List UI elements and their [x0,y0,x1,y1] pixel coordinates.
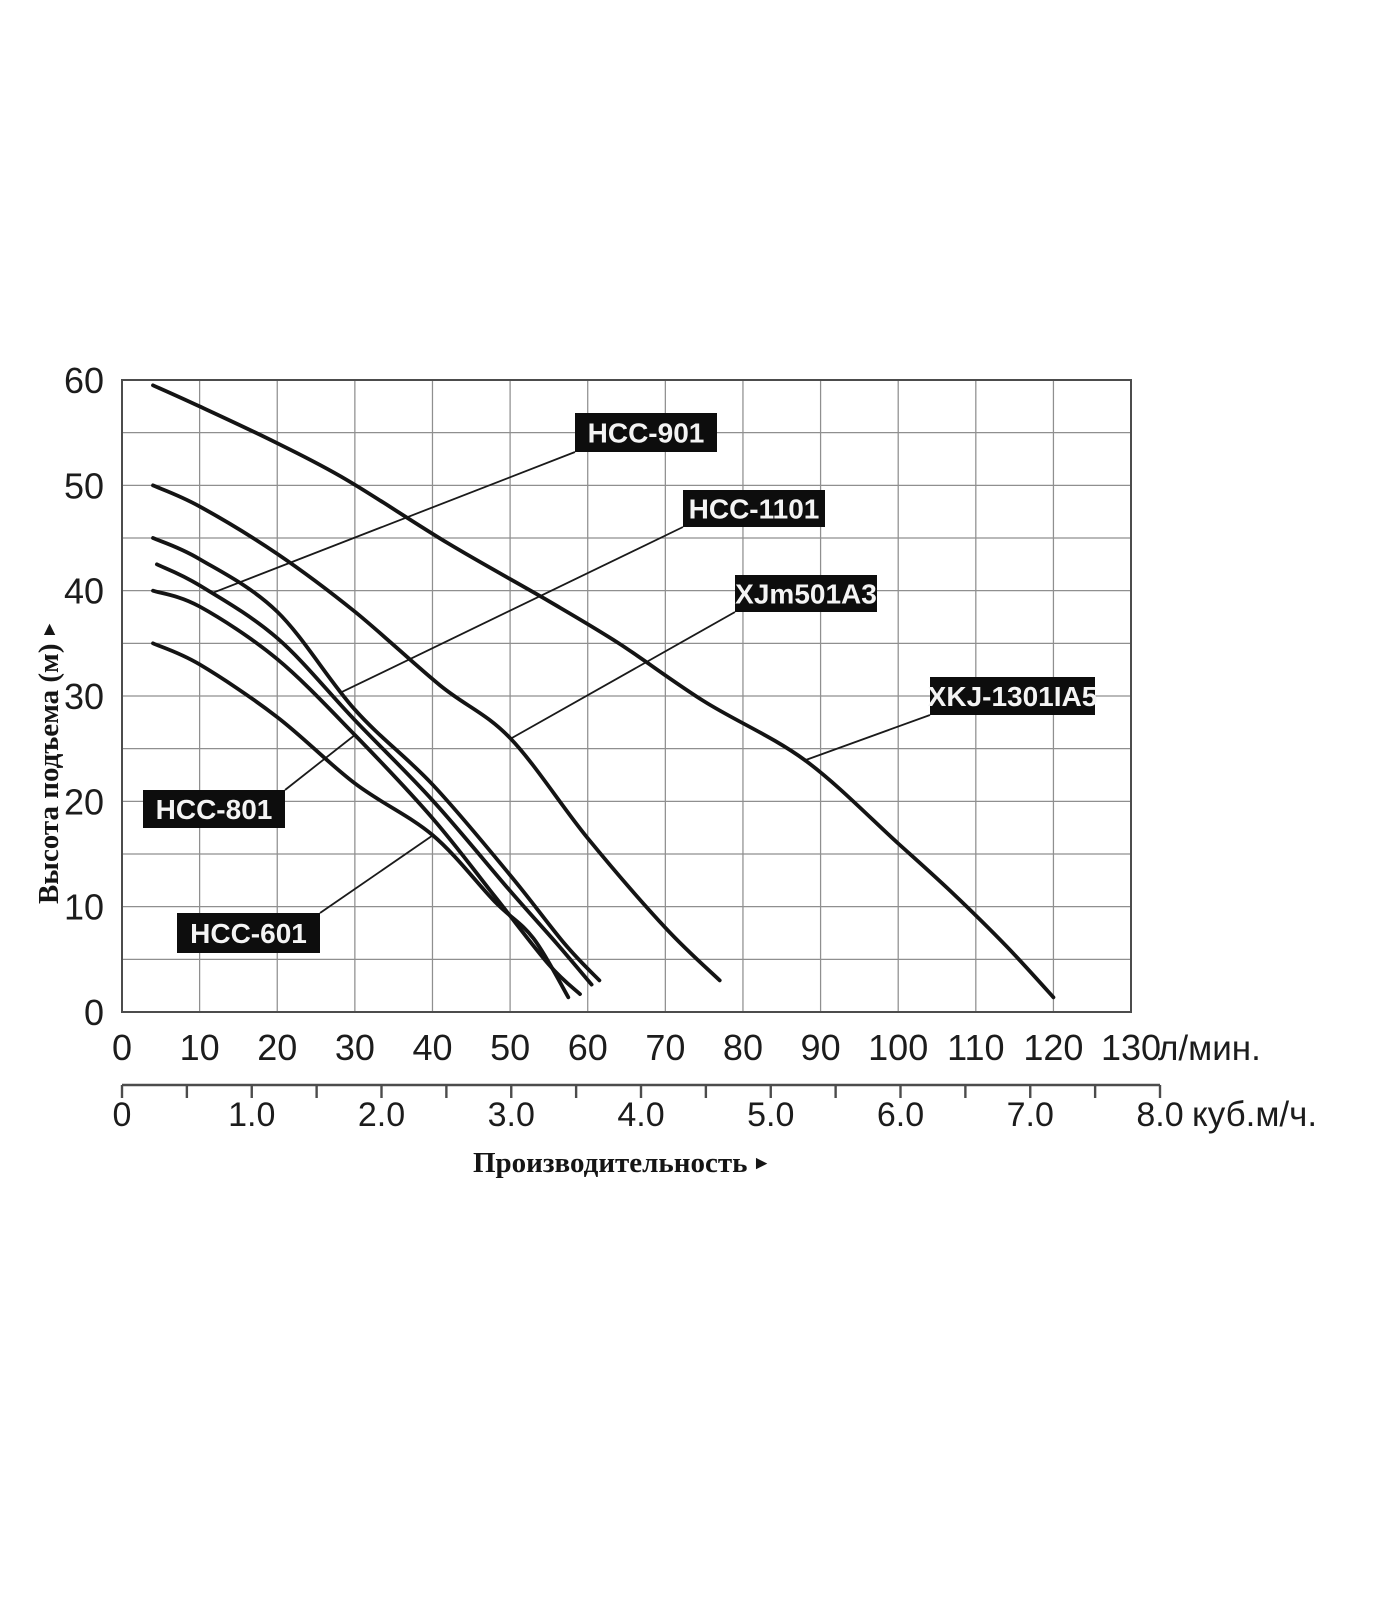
x-axis-m3h-tick-label: 6.0 [877,1096,924,1134]
y-axis-tick-label: 60 [64,360,104,401]
series-label-text: HCC-601 [190,918,307,949]
series-label-XKJ-1301IA5: XKJ-1301IA5 [928,677,1098,715]
y-axis-title: Высота подъема (м) ► [33,620,65,904]
leader-line-XJm501A3 [511,611,736,739]
series-label-box [930,677,1095,715]
series-label-box [575,413,717,452]
x-axis-lpm-tick-label: 20 [257,1027,297,1068]
x-axis-lpm-tick-label: 10 [180,1027,220,1068]
curve-HCC-901 [155,562,594,987]
x-axis-lpm-tick-label: 0 [112,1027,132,1068]
x-axis-lpm-tick-label: 110 [947,1027,1004,1068]
curve-HCC-801 [151,588,582,996]
series-label-box [143,790,285,828]
x-axis-lpm-tick-label: 30 [335,1027,375,1068]
series-label-text: XJm501A3 [735,579,877,610]
y-axis-tick-label: 20 [64,781,104,822]
series-label-box [177,913,320,953]
series-label-HCC-801: HCC-801 [143,790,285,828]
x-axis-lpm-tick-label: 120 [1023,1027,1083,1068]
x-axis-m3h-unit: куб.м/ч. [1192,1095,1317,1134]
series-label-box [683,490,825,527]
y-axis-tick-label: 40 [64,571,104,612]
x-axis-lpm-tick-label: 90 [801,1027,841,1068]
series-label-text: HCC-801 [156,794,273,825]
x-axis-m3h-tick-label: 4.0 [617,1096,664,1134]
leader-line-HCC-1101 [339,526,684,694]
x-axis-m3h-tick-label: 7.0 [1007,1096,1054,1134]
curve-XKJ-1301IA5 [151,383,1056,1000]
series-label-XJm501A3: XJm501A3 [735,575,877,612]
x-axis-m3h-tick-label: 2.0 [358,1096,405,1134]
series-label-text: HCC-901 [588,418,705,449]
leader-line-XKJ-1301IA5 [804,714,931,762]
leader-line-HCC-801 [284,734,356,791]
y-axis-tick-label: 50 [64,465,104,506]
x-axis-m3h-tick-label: 1.0 [228,1096,275,1134]
x-axis-lpm-unit: л/мин. [1158,1029,1261,1068]
series-label-box [735,575,877,612]
x-axis-title: Производительность ► [473,1147,771,1179]
curve-HCC-601 [151,641,571,1000]
x-axis-lpm-tick-label: 70 [645,1027,685,1068]
x-axis-m3h-ruler [120,1083,1162,1098]
x-axis-m3h-tick-label: 3.0 [488,1096,535,1134]
leader-line-HCC-601 [319,834,434,914]
curve-XJm501A3 [151,483,722,983]
series-label-HCC-601: HCC-601 [177,913,320,953]
x-axis-lpm-tick-label: 130 [1101,1027,1161,1068]
x-axis-title-arrow: ► [747,1153,771,1174]
series-label-text: HCC-1101 [689,494,820,525]
x-axis-m3h-tick-label: 5.0 [747,1096,794,1134]
x-axis-lpm-tick-label: 40 [412,1027,452,1068]
y-axis-tick-label: 10 [64,887,104,928]
series-label-HCC-901: HCC-901 [575,413,717,452]
y-axis-tick-label: 0 [84,992,104,1033]
y-axis-tick-label: 30 [64,676,104,717]
x-axis-lpm-tick-label: 80 [723,1027,763,1068]
x-axis-lpm-tick-label: 60 [568,1027,608,1068]
x-axis-m3h-tick-label: 0 [113,1096,132,1134]
x-axis-lpm-tick-label: 50 [490,1027,530,1068]
series-label-text: XKJ-1301IA5 [928,681,1098,712]
x-axis-lpm-tick-label: 100 [868,1027,928,1068]
series-label-HCC-1101: HCC-1101 [683,490,825,527]
plot-border [121,379,1132,1013]
curve-HCC-1101 [151,536,602,983]
leader-line-HCC-901 [212,451,576,594]
y-axis-title-arrow: ► [39,620,60,644]
x-axis-m3h-tick-label: 8.0 [1136,1096,1183,1134]
